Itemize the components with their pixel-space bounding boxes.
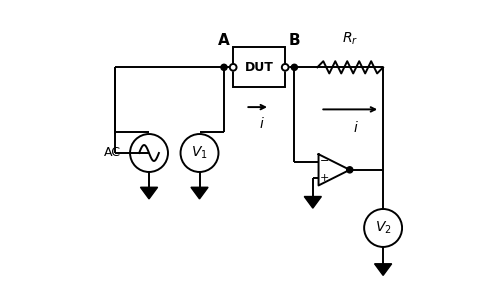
Polygon shape	[191, 187, 208, 199]
Circle shape	[282, 64, 288, 71]
Text: −: −	[320, 156, 328, 166]
Polygon shape	[374, 264, 392, 275]
Polygon shape	[304, 196, 322, 208]
Text: $V_2$: $V_2$	[375, 220, 392, 236]
Text: AC: AC	[104, 147, 121, 159]
Bar	[233, 47, 285, 87]
Text: DUT: DUT	[244, 61, 274, 74]
Text: $i$: $i$	[354, 120, 359, 135]
Text: A: A	[218, 33, 230, 48]
Circle shape	[346, 167, 353, 173]
Text: B: B	[288, 33, 300, 48]
Polygon shape	[140, 187, 158, 199]
Text: $V_1$: $V_1$	[191, 145, 208, 161]
Circle shape	[230, 64, 236, 71]
Circle shape	[221, 64, 227, 70]
Text: +: +	[320, 173, 328, 183]
Text: $R_r$: $R_r$	[342, 30, 358, 47]
Text: $i$: $i$	[260, 116, 265, 131]
Circle shape	[292, 64, 298, 70]
